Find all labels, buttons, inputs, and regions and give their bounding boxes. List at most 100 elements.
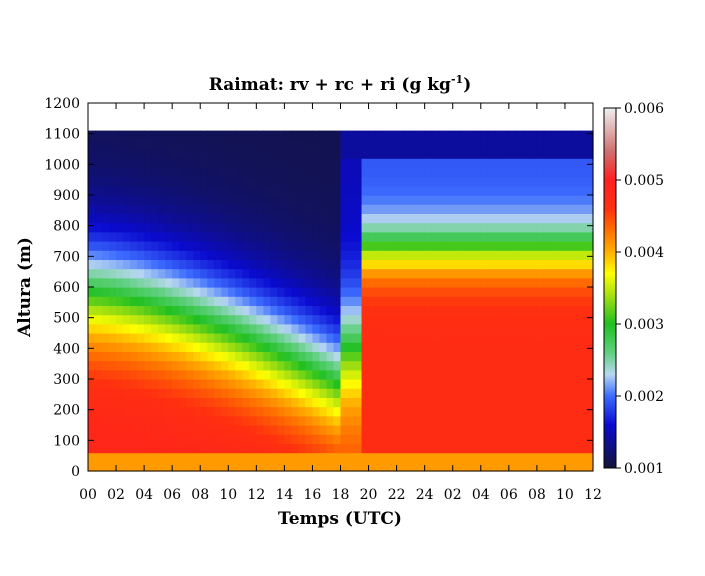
- heatmap-cell: [326, 277, 335, 288]
- heatmap-cell: [494, 314, 503, 325]
- heatmap-cell: [123, 277, 131, 288]
- heatmap-cell: [515, 167, 524, 178]
- heatmap-cell: [487, 250, 496, 260]
- heatmap-cell: [466, 149, 475, 159]
- x-axis-label: Temps (UTC): [278, 509, 402, 529]
- heatmap-cell: [270, 222, 278, 233]
- heatmap-cell: [431, 287, 440, 297]
- heatmap-cell: [340, 176, 349, 187]
- heatmap-cell: [368, 314, 377, 325]
- heatmap-cell: [235, 296, 243, 306]
- heatmap-cell: [158, 388, 166, 398]
- heatmap-cell: [347, 222, 356, 233]
- heatmap-cell: [228, 268, 236, 279]
- heatmap-cell: [578, 185, 587, 196]
- heatmap-cell: [522, 379, 531, 389]
- heatmap-cell: [137, 231, 145, 242]
- heatmap-cell: [179, 222, 187, 233]
- heatmap-cell: [403, 139, 412, 150]
- heatmap-cell: [501, 204, 510, 214]
- heatmap-cell: [130, 406, 138, 417]
- heatmap-cell: [529, 149, 538, 159]
- heatmap-cell: [123, 397, 131, 408]
- heatmap-cell: [123, 425, 131, 435]
- heatmap-cell: [340, 351, 349, 362]
- heatmap-cell: [389, 287, 398, 297]
- heatmap-cell: [368, 149, 377, 159]
- heatmap-cell: [186, 296, 194, 306]
- x-tick-label: 16: [304, 487, 322, 503]
- heatmap-cell: [207, 287, 215, 297]
- heatmap-cell: [151, 406, 159, 417]
- heatmap-cell: [116, 130, 124, 141]
- heatmap-cell: [424, 241, 433, 251]
- heatmap-cell: [116, 296, 124, 306]
- heatmap-cell: [445, 425, 454, 435]
- heatmap-cell: [480, 213, 489, 224]
- heatmap-cell: [578, 425, 587, 435]
- heatmap-cell: [333, 351, 342, 362]
- heatmap-cell: [200, 139, 208, 150]
- heatmap-cell: [305, 323, 314, 334]
- heatmap-cell: [522, 443, 531, 454]
- heatmap-cell: [109, 351, 117, 362]
- heatmap-cell: [452, 167, 461, 178]
- heatmap-cell: [207, 333, 215, 343]
- heatmap-cell: [361, 342, 370, 352]
- heatmap-cell: [277, 397, 285, 408]
- heatmap-cell: [529, 259, 538, 270]
- heatmap-cell: [347, 149, 356, 159]
- heatmap-cell: [536, 305, 545, 316]
- heatmap-cell: [172, 259, 180, 270]
- heatmap-cell: [270, 296, 278, 306]
- heatmap-cell: [312, 195, 321, 205]
- heatmap-cell: [270, 250, 278, 260]
- heatmap-cell: [221, 360, 229, 371]
- heatmap-cell: [95, 305, 103, 316]
- heatmap-cell: [95, 176, 103, 187]
- heatmap-cell: [333, 342, 342, 352]
- heatmap-cell: [249, 185, 257, 196]
- heatmap-cell: [424, 360, 433, 371]
- y-tick-label: 400: [53, 341, 80, 357]
- heatmap-cell: [585, 158, 594, 168]
- heatmap-cell: [144, 333, 152, 343]
- heatmap-cell: [284, 397, 292, 408]
- heatmap-cell: [466, 222, 475, 233]
- heatmap-cell: [221, 296, 229, 306]
- heatmap-cell: [550, 176, 559, 187]
- heatmap-cell: [179, 452, 187, 463]
- heatmap-cell: [452, 342, 461, 352]
- heatmap-cell: [529, 176, 538, 187]
- heatmap-cell: [319, 351, 328, 362]
- heatmap-cell: [179, 360, 187, 371]
- heatmap-cell: [515, 222, 524, 233]
- heatmap-cell: [543, 369, 552, 380]
- heatmap-cell: [424, 323, 433, 334]
- heatmap-cell: [347, 287, 356, 297]
- heatmap-cell: [305, 388, 314, 398]
- heatmap-cell: [466, 259, 475, 270]
- heatmap-cell: [578, 406, 587, 417]
- heatmap-cell: [270, 231, 278, 242]
- heatmap-cell: [305, 305, 314, 316]
- heatmap-cell: [312, 379, 321, 389]
- heatmap-cell: [424, 185, 433, 196]
- heatmap-cell: [578, 379, 587, 389]
- heatmap-cell: [494, 139, 503, 150]
- heatmap-cell: [578, 314, 587, 325]
- heatmap-cell: [144, 130, 152, 141]
- heatmap-cell: [319, 369, 328, 380]
- heatmap-cell: [88, 443, 96, 454]
- heatmap-cell: [340, 461, 349, 472]
- heatmap-cell: [354, 415, 363, 426]
- heatmap-cell: [431, 434, 440, 444]
- heatmap-cell: [95, 231, 103, 242]
- heatmap-cell: [550, 185, 559, 196]
- heatmap-cell: [396, 195, 405, 205]
- heatmap-cell: [165, 268, 173, 279]
- heatmap-cell: [550, 351, 559, 362]
- heatmap-cell: [277, 195, 285, 205]
- heatmap-cell: [172, 461, 180, 472]
